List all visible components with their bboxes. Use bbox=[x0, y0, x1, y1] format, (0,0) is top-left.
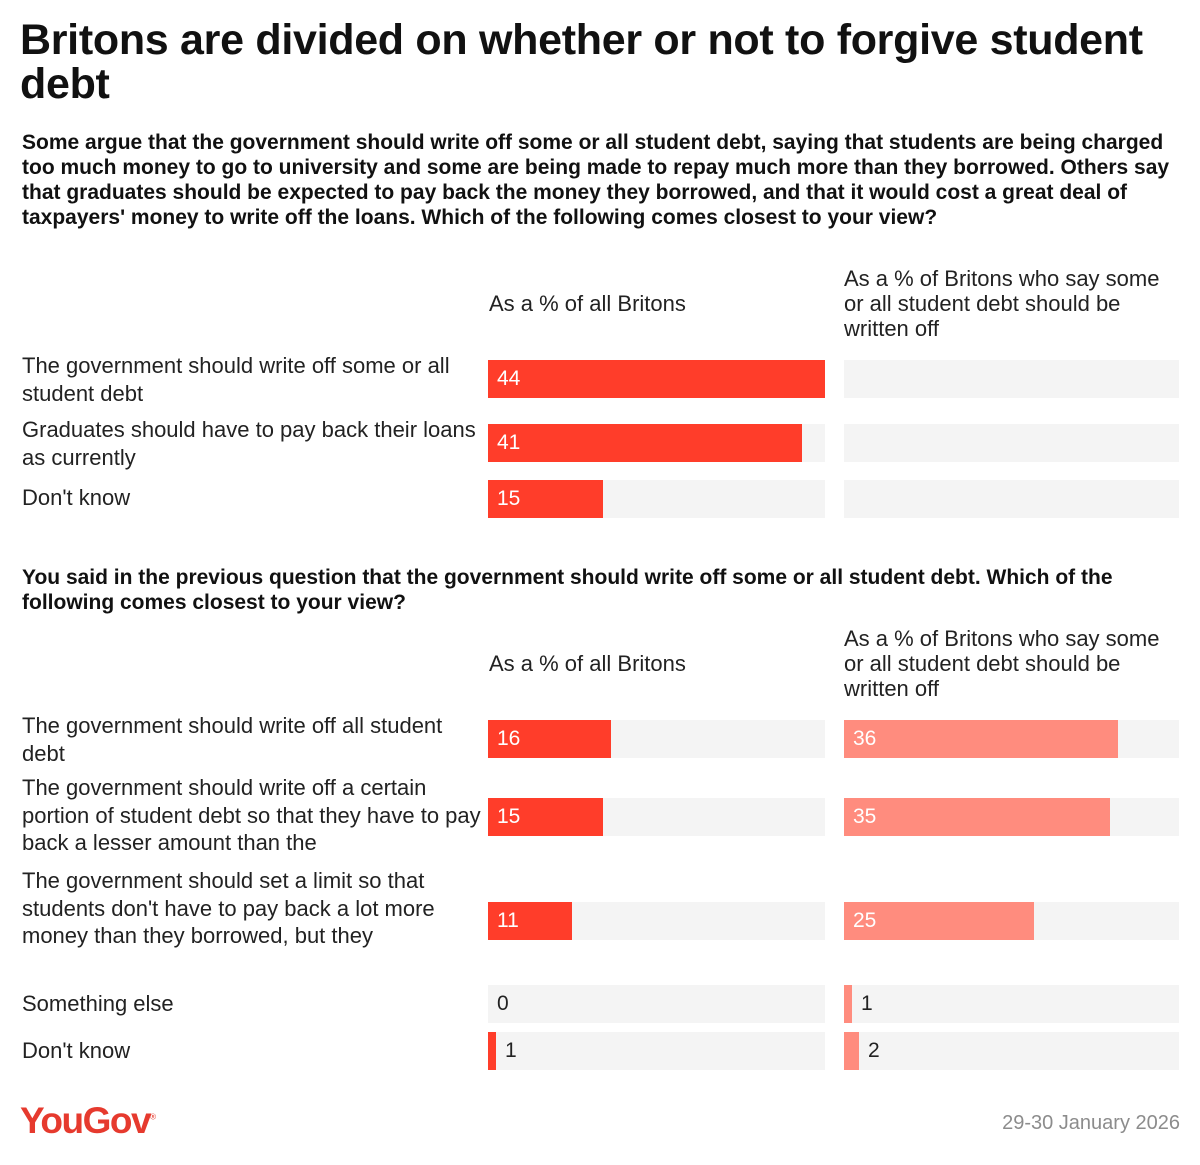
bar-track: 1 bbox=[844, 985, 1179, 1023]
yougov-logo: YouGov® bbox=[20, 1100, 156, 1141]
bar-value-label: 25 bbox=[853, 909, 877, 932]
bar bbox=[844, 1032, 859, 1070]
row-label: The government should write off a certai… bbox=[22, 775, 481, 855]
bar-track: 16 bbox=[488, 720, 825, 758]
bar-track: 0 bbox=[488, 985, 825, 1023]
row-label: The government should set a limit so tha… bbox=[22, 868, 435, 948]
bar-track: 41 bbox=[488, 424, 825, 462]
bar-track: 2 bbox=[844, 1032, 1179, 1070]
column-header-all-britons: As a % of all Britons bbox=[489, 651, 686, 676]
bar-track: 25 bbox=[844, 902, 1179, 940]
bar-value-label: 1 bbox=[505, 1039, 517, 1062]
bar bbox=[844, 720, 1118, 758]
bar-track bbox=[844, 360, 1179, 398]
bar-value-label: 41 bbox=[497, 431, 521, 454]
column-header-write-off-subgroup: As a % of Britons who say some or all st… bbox=[844, 626, 1160, 701]
row-label: Don't know bbox=[22, 1038, 131, 1063]
bar bbox=[488, 480, 603, 518]
bar-track: 11 bbox=[488, 902, 825, 940]
bar bbox=[844, 902, 1034, 940]
bar bbox=[488, 360, 825, 398]
bar-value-label: 15 bbox=[497, 487, 521, 510]
bar-value-label: 2 bbox=[868, 1039, 880, 1062]
bar-track: 15 bbox=[488, 798, 825, 836]
row-label: Something else bbox=[22, 991, 174, 1016]
bar-track: 1 bbox=[488, 1032, 825, 1070]
bar-value-label: 44 bbox=[497, 367, 521, 390]
column-header-write-off-subgroup: As a % of Britons who say some or all st… bbox=[844, 266, 1160, 341]
bar-value-label: 35 bbox=[853, 805, 877, 828]
bar-track: 15 bbox=[488, 480, 825, 518]
question-2: You said in the previous question that t… bbox=[22, 566, 1113, 614]
row-label: The government should write off all stud… bbox=[22, 713, 443, 766]
row-label: Don't know bbox=[22, 485, 131, 510]
bar bbox=[488, 424, 802, 462]
row-label: The government should write off some or … bbox=[22, 353, 450, 406]
bar-track: 35 bbox=[844, 798, 1179, 836]
bar-track bbox=[844, 424, 1179, 462]
bar-value-label: 11 bbox=[497, 909, 519, 932]
bar bbox=[488, 798, 603, 836]
bar-value-label: 16 bbox=[497, 727, 521, 750]
bar-value-label: 0 bbox=[497, 992, 509, 1015]
chart-title: Britons are divided on whether or not to… bbox=[20, 16, 1143, 108]
bar bbox=[488, 1032, 496, 1070]
fieldwork-date: 29-30 January 2026 bbox=[1002, 1112, 1180, 1134]
bar bbox=[488, 720, 611, 758]
bar bbox=[488, 902, 572, 940]
column-header-all-britons: As a % of all Britons bbox=[489, 291, 686, 316]
bar-track: 44 bbox=[488, 360, 825, 398]
bar bbox=[844, 798, 1110, 836]
bar-track bbox=[844, 480, 1179, 518]
bar bbox=[844, 985, 852, 1023]
bar-value-label: 1 bbox=[861, 992, 873, 1015]
bar-value-label: 36 bbox=[853, 727, 877, 750]
bar-track: 36 bbox=[844, 720, 1179, 758]
row-label: Graduates should have to pay back their … bbox=[22, 417, 476, 470]
question-1: Some argue that the government should wr… bbox=[22, 131, 1170, 229]
bar-value-label: 15 bbox=[497, 805, 521, 828]
